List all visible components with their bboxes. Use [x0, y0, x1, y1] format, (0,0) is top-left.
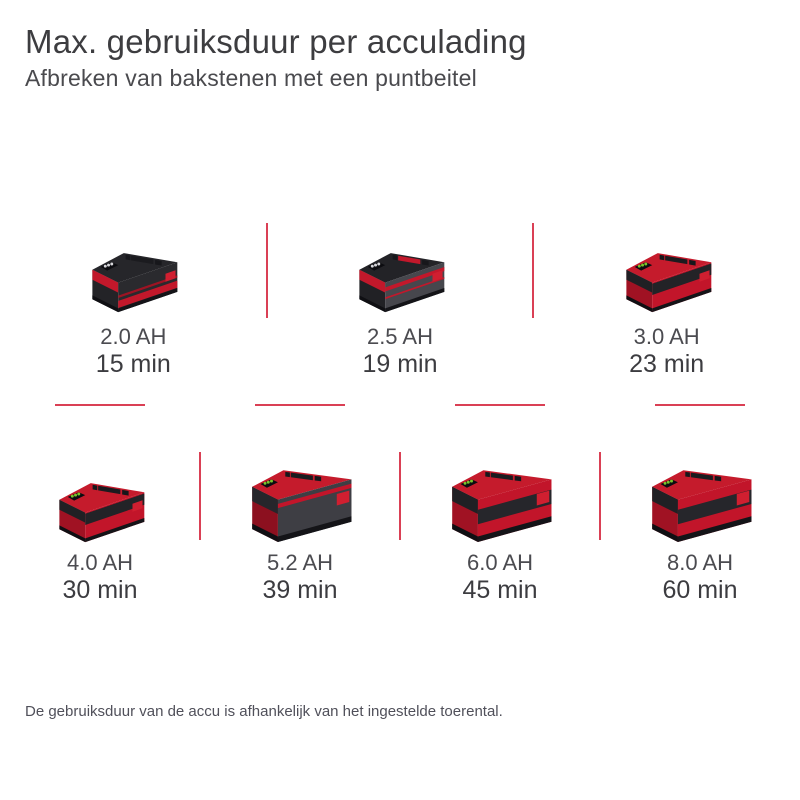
divider-vertical [399, 452, 401, 540]
battery-icon-2-0ah [83, 210, 183, 318]
battery-runtime-label: 45 min [462, 576, 538, 604]
footer: De gebruiksduur van de accu is afhankeli… [25, 702, 503, 722]
battery-item-6-0ah: 6.0 AH 45 min [400, 446, 600, 604]
battery-icon-3-0ah [617, 210, 717, 318]
divider-horizontal [455, 404, 545, 406]
battery-capacity-label: 5.2 AH [266, 550, 334, 575]
battery-icon-2-5ah [350, 210, 450, 318]
battery-icon-8-0ah [643, 446, 757, 544]
battery-runtime-label: 15 min [95, 350, 171, 378]
divider-horizontal [55, 404, 145, 406]
battery-icon-5-2ah [243, 446, 357, 544]
battery-icon-4-0ah [50, 446, 150, 544]
battery-row-top: 2.0 AH 15 min 2.5 AH 19 min 3.0 AH 23 mi… [0, 210, 800, 378]
divider-horizontal [655, 404, 745, 406]
divider-vertical [266, 223, 268, 318]
battery-runtime-label: 23 min [629, 350, 705, 378]
battery-capacity-label: 2.5 AH [366, 324, 433, 349]
battery-capacity-label: 6.0 AH [466, 550, 534, 575]
header: Max. gebruiksduur per acculading Afbreke… [25, 22, 527, 92]
battery-item-4-0ah: 4.0 AH 30 min [0, 446, 200, 604]
battery-item-2-5ah: 2.5 AH 19 min [267, 210, 534, 378]
battery-runtime-label: 30 min [62, 576, 138, 604]
battery-item-8-0ah: 8.0 AH 60 min [600, 446, 800, 604]
page-subtitle: Afbreken van bakstenen met een puntbeite… [25, 65, 477, 91]
battery-capacity-label: 4.0 AH [66, 550, 134, 575]
battery-capacity-label: 2.0 AH [100, 324, 167, 349]
battery-capacity-label: 3.0 AH [633, 324, 700, 349]
divider-horizontal [255, 404, 345, 406]
battery-capacity-label: 8.0 AH [666, 550, 734, 575]
battery-icon-6-0ah [443, 446, 557, 544]
divider-vertical [532, 223, 534, 318]
footer-note: De gebruiksduur van de accu is afhankeli… [25, 703, 503, 720]
page-title: Max. gebruiksduur per acculading [25, 23, 527, 60]
divider-vertical [199, 452, 201, 540]
battery-runtime-label: 60 min [662, 576, 738, 604]
battery-row-bottom: 4.0 AH 30 min 5.2 AH 39 min 6.0 AH 45 mi… [0, 446, 800, 604]
battery-runtime-label: 39 min [262, 576, 338, 604]
battery-item-5-2ah: 5.2 AH 39 min [200, 446, 400, 604]
divider-vertical [599, 452, 601, 540]
battery-runtime-label: 19 min [362, 350, 438, 378]
battery-item-2-0ah: 2.0 AH 15 min [0, 210, 267, 378]
battery-item-3-0ah: 3.0 AH 23 min [533, 210, 800, 378]
